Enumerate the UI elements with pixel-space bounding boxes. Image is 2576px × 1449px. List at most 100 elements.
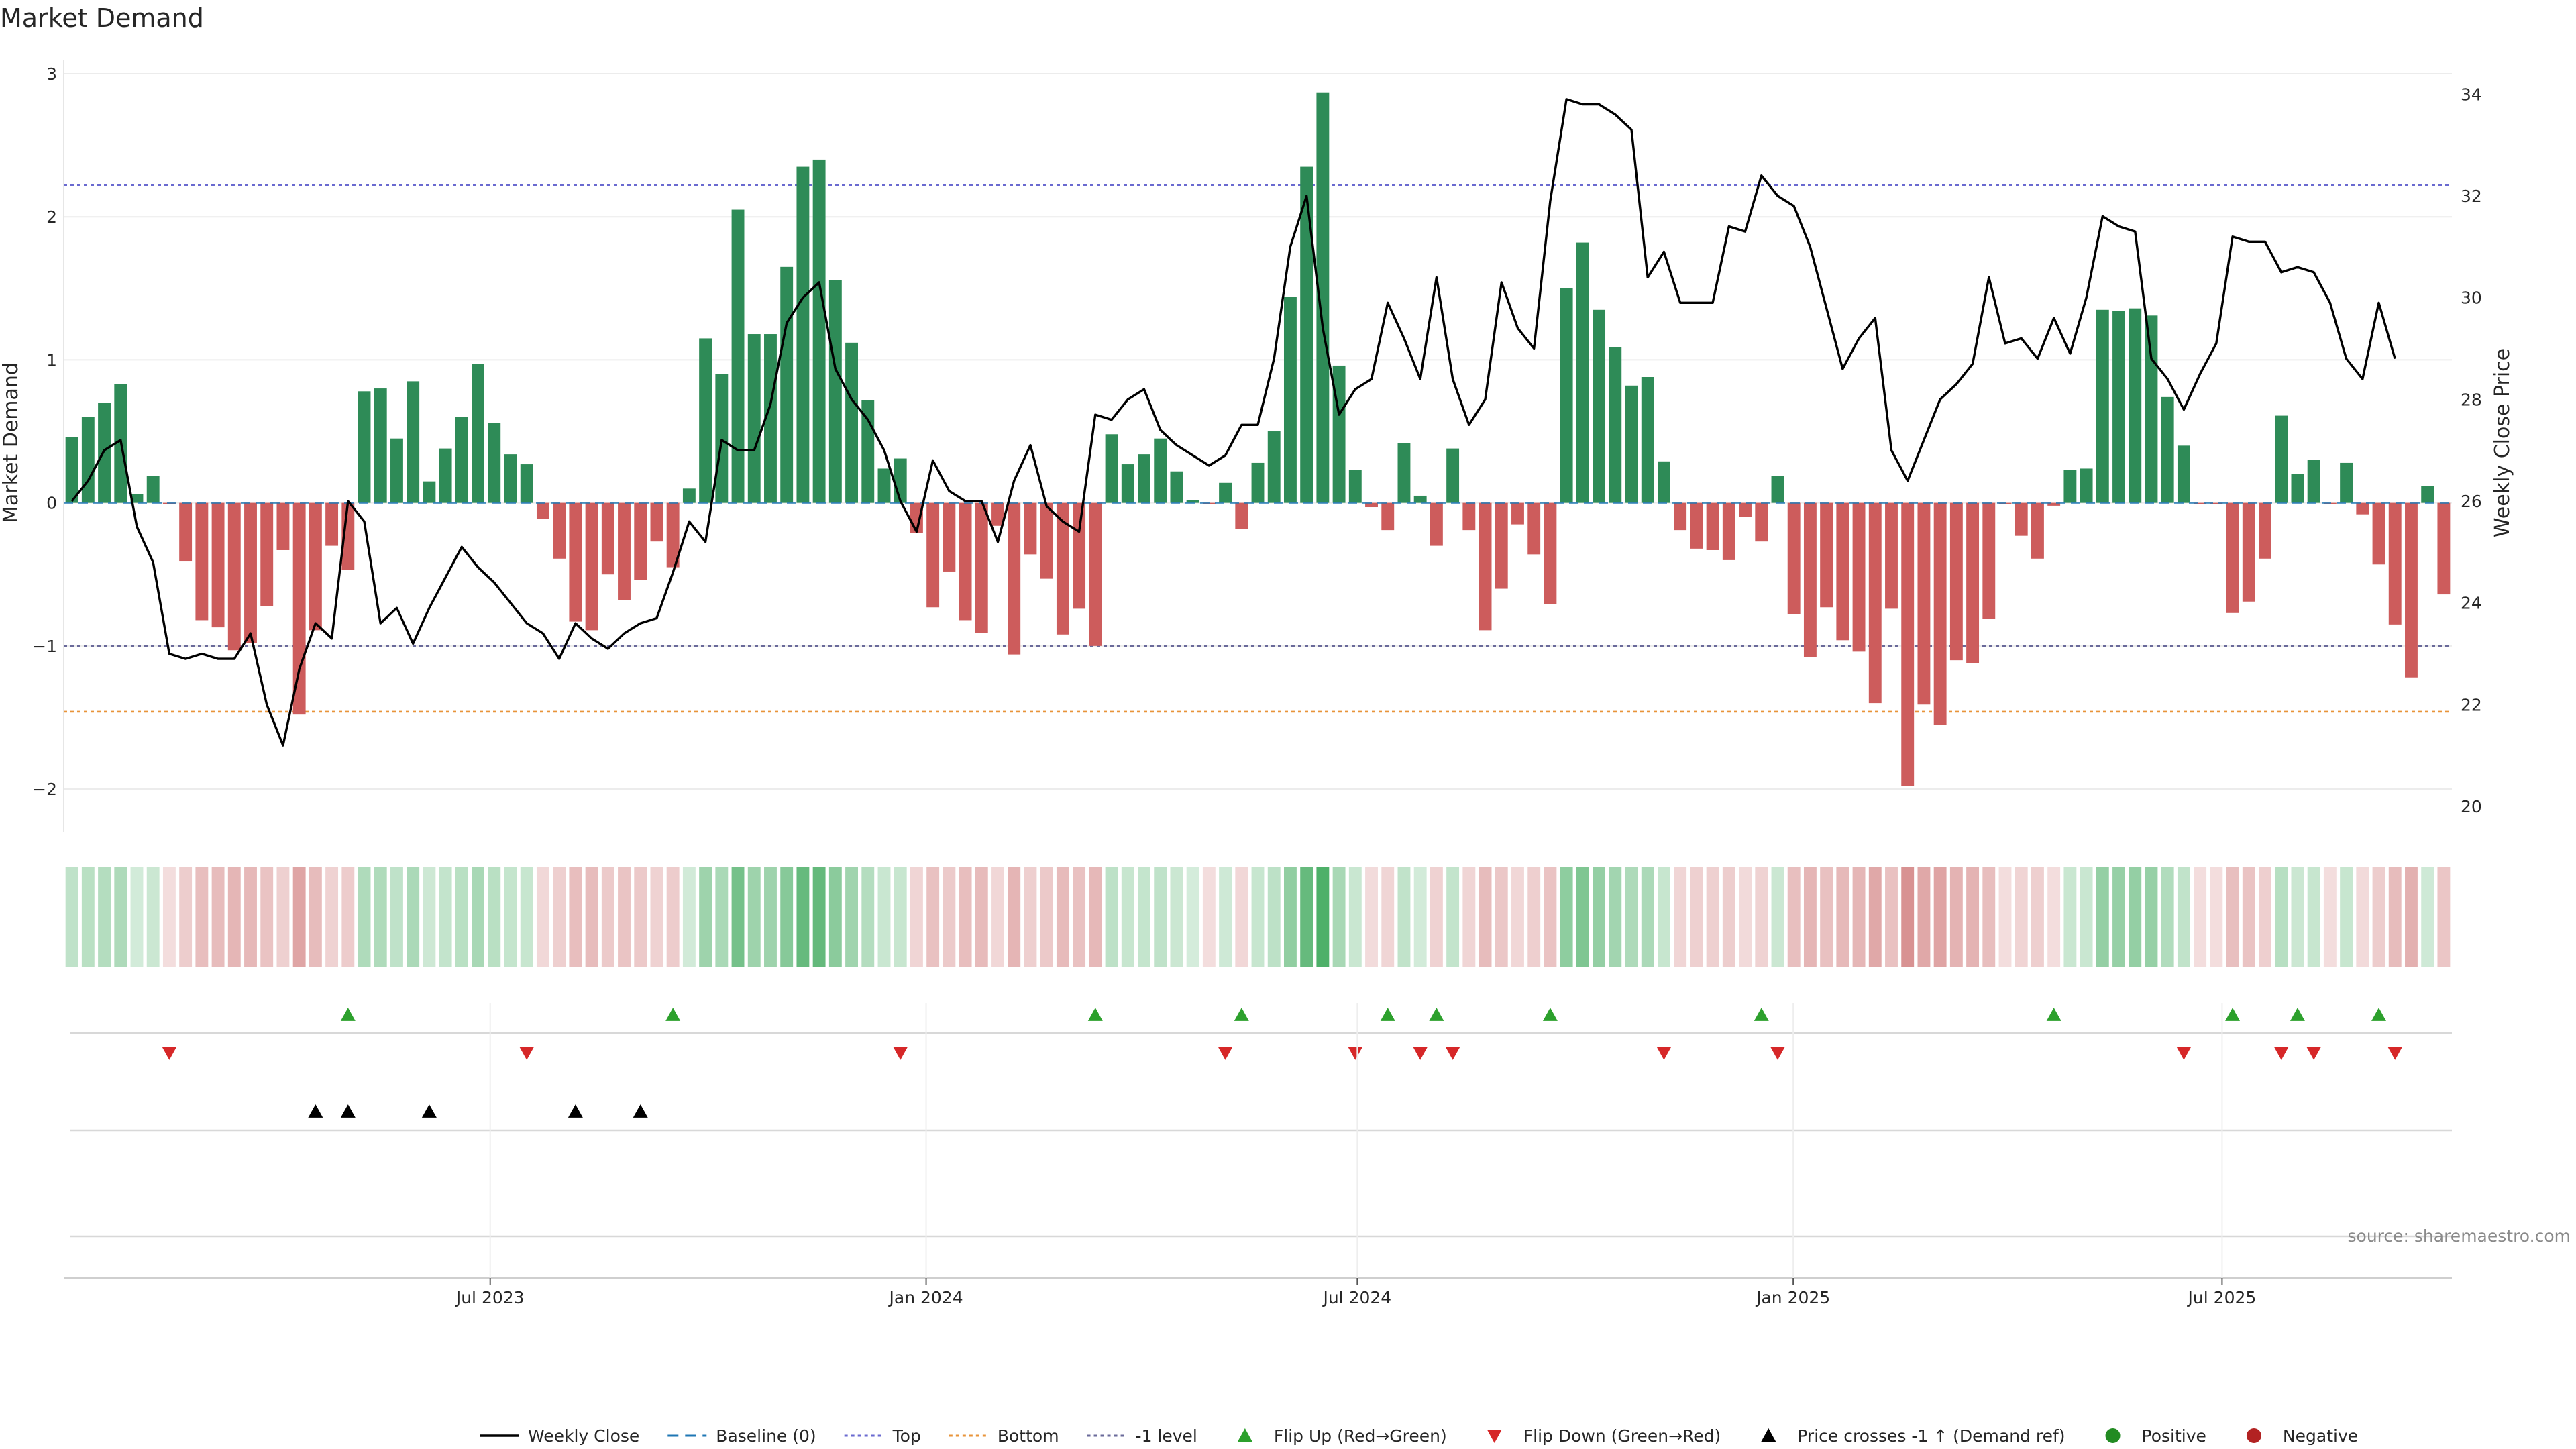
- strip-cell: [828, 867, 842, 967]
- strip-cell: [1219, 867, 1232, 967]
- strip-cell: [1706, 867, 1719, 967]
- strip-cell: [260, 867, 274, 967]
- demand-bar: [634, 502, 647, 580]
- strip-cell: [1722, 867, 1735, 967]
- price-cross-marker: [421, 1104, 437, 1118]
- flip-up-marker: [2225, 1008, 2241, 1021]
- demand-bar: [1040, 502, 1053, 579]
- strip-cell: [1024, 867, 1037, 967]
- strip-cell: [1202, 867, 1216, 967]
- demand-bar: [2307, 460, 2320, 503]
- strip-cell: [1576, 867, 1589, 967]
- demand-bar: [1430, 502, 1443, 546]
- demand-bar: [390, 438, 403, 503]
- demand-bar: [1170, 471, 1183, 503]
- strip-cell: [1674, 867, 1687, 967]
- legend: Weekly Close Baseline (0) Top Bottom -1 leve…: [480, 1426, 2358, 1446]
- strip-cell: [1657, 867, 1670, 967]
- strip-cell: [2226, 867, 2239, 967]
- strip-cell: [2129, 867, 2142, 967]
- demand-bar: [1235, 502, 1248, 529]
- demand-bar: [309, 502, 322, 631]
- demand-bar: [1722, 502, 1735, 560]
- flip-up-marker: [2371, 1008, 2387, 1021]
- strip-cell: [2047, 867, 2061, 967]
- demand-bar: [845, 342, 859, 503]
- strip-cell: [1998, 867, 2012, 967]
- strip-cell: [569, 867, 582, 967]
- demand-bar: [423, 481, 436, 503]
- flip-up-marker: [665, 1008, 681, 1021]
- strip-cell: [1056, 867, 1069, 967]
- demand-bar: [146, 476, 160, 503]
- legend-label: Flip Up (Red→Green): [1274, 1426, 1447, 1446]
- demand-bar: [1739, 502, 1752, 517]
- demand-bar: [894, 458, 907, 503]
- y2-tick-label: 20: [2461, 797, 2482, 816]
- y-axis-left: −2 −1 0 1 2 3: [32, 60, 64, 832]
- y2-tick-label: 24: [2461, 594, 2482, 613]
- strip-cell: [812, 867, 826, 967]
- weekly-close-line: [70, 98, 2396, 747]
- strip-cell: [1852, 867, 1866, 967]
- demand-bar: [1820, 502, 1833, 608]
- price-cross-marker: [633, 1104, 648, 1118]
- strip-cell: [2031, 867, 2044, 967]
- demand-bar: [2015, 502, 2028, 536]
- demand-bar: [2437, 502, 2451, 595]
- strip-cell: [1365, 867, 1378, 967]
- strip-cell: [926, 867, 940, 967]
- y-tick-label: 0: [46, 494, 57, 513]
- demand-bar: [1755, 502, 1768, 542]
- strip-cell: [227, 867, 241, 967]
- strip-cell: [276, 867, 290, 967]
- strip-cell: [2323, 867, 2337, 967]
- demand-bar: [2405, 502, 2418, 678]
- reference-lines: [64, 184, 2452, 713]
- flip-down-marker: [1413, 1046, 1428, 1060]
- strip-cell: [731, 867, 745, 967]
- demand-bar: [812, 159, 826, 503]
- demand-bar: [1885, 502, 1898, 609]
- x-tick-label: Jul 2023: [455, 1288, 525, 1307]
- demand-bar: [764, 334, 777, 503]
- demand-bar: [1544, 502, 1557, 604]
- demand-bar: [1138, 454, 1150, 503]
- strip-cell: [341, 867, 355, 967]
- strip-cell: [1787, 867, 1801, 967]
- strip-cell: [1283, 867, 1297, 967]
- demand-bar: [2080, 468, 2093, 503]
- strip-cell: [81, 867, 95, 967]
- demand-bar: [943, 502, 956, 572]
- strip-cell: [796, 867, 810, 967]
- legend-label: Weekly Close: [528, 1426, 639, 1446]
- price-cross-marker: [308, 1104, 323, 1118]
- demand-bar: [1771, 476, 1784, 503]
- flip-down-marker: [1770, 1046, 1785, 1060]
- strip-cell: [715, 867, 729, 967]
- strip-cell: [195, 867, 209, 967]
- strip-cell: [2421, 867, 2434, 967]
- demand-bar: [747, 334, 761, 503]
- strip-cell: [1105, 867, 1118, 967]
- demand-bar: [1056, 502, 1069, 635]
- strip-cell: [1251, 867, 1265, 967]
- x-tick-label: Jan 2025: [1755, 1288, 1830, 1307]
- strip-cell: [1868, 867, 1882, 967]
- demand-bar: [1625, 385, 1638, 503]
- demand-bar: [975, 502, 988, 633]
- demand-bar: [244, 502, 257, 643]
- strip-cell: [2015, 867, 2028, 967]
- strip-cell: [780, 867, 794, 967]
- demand-bar: [260, 502, 274, 606]
- demand-bar: [227, 502, 241, 651]
- flip-down-marker: [1445, 1046, 1460, 1060]
- demand-bar: [276, 502, 290, 550]
- strip-cell: [2405, 867, 2418, 967]
- strip-cell: [439, 867, 452, 967]
- strip-cell: [2307, 867, 2320, 967]
- strip-cell: [2275, 867, 2288, 967]
- flip-down-marker: [519, 1046, 535, 1060]
- strip-cell: [472, 867, 484, 967]
- demand-bar: [211, 502, 225, 628]
